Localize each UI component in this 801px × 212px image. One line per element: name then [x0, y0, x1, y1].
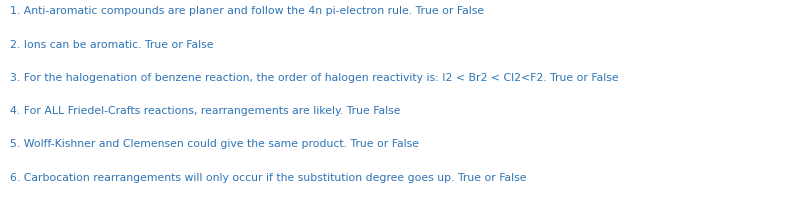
- Text: 1. Anti-aromatic compounds are planer and follow the 4n pi-electron rule. True o: 1. Anti-aromatic compounds are planer an…: [10, 6, 484, 16]
- Text: 6. Carbocation rearrangements will only occur if the substitution degree goes up: 6. Carbocation rearrangements will only …: [10, 173, 526, 183]
- Text: 5. Wolff-Kishner and Clemensen could give the same product. True or False: 5. Wolff-Kishner and Clemensen could giv…: [10, 139, 419, 149]
- Text: 4. For ALL Friedel-Crafts reactions, rearrangements are likely. True False: 4. For ALL Friedel-Crafts reactions, rea…: [10, 106, 400, 116]
- Text: 2. Ions can be aromatic. True or False: 2. Ions can be aromatic. True or False: [10, 40, 213, 50]
- Text: 3. For the halogenation of benzene reaction, the order of halogen reactivity is:: 3. For the halogenation of benzene react…: [10, 73, 618, 83]
